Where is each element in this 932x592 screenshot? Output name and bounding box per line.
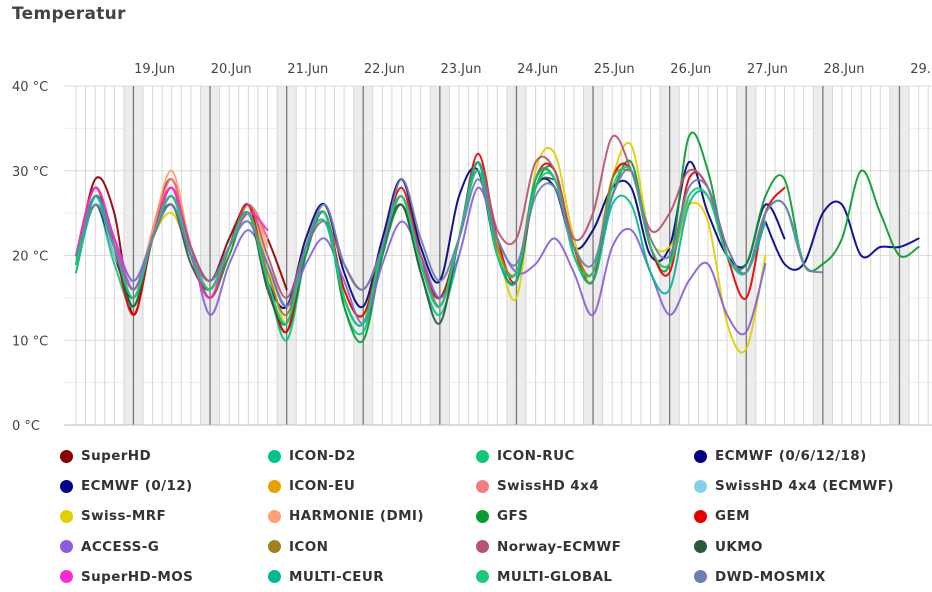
- legend-swatch: [476, 570, 489, 584]
- legend-swatch: [268, 479, 281, 493]
- temperature-chart: 0 °C 10 °C 20 °C 30 °C 40 °C 19.Jun 20.Jun 21.…: [12, 62, 932, 434]
- y-tick-label: 40 °C: [12, 80, 48, 95]
- legend-label: UKMO: [715, 538, 763, 555]
- legend-item-swisshd-4x4-ecmwf[interactable]: SwissHD 4x4 (ECMWF): [694, 471, 924, 501]
- legend-label: ACCESS-G: [81, 538, 160, 555]
- legend-swatch: [268, 449, 281, 463]
- y-axis-ticks: 0 °C 10 °C 20 °C 30 °C 40 °C: [12, 80, 48, 434]
- legend-label: MULTI-CEUR: [289, 568, 385, 585]
- chart-legend: SuperHD ICON-D2 ICON-RUC ECMWF (0/6/12/18) E…: [60, 441, 930, 592]
- legend-item-swiss-mrf[interactable]: Swiss-MRF: [60, 501, 268, 531]
- series-line-dwd-mosmix: [75, 168, 824, 308]
- legend-label: SwissHD 4x4 (ECMWF): [715, 478, 894, 495]
- legend-swatch: [476, 540, 489, 554]
- legend-label: GEM: [715, 508, 750, 525]
- legend-swatch: [694, 449, 707, 463]
- legend-swatch: [268, 570, 281, 584]
- series-line-multi-global: [75, 165, 805, 327]
- legend-label: MULTI-GLOBAL: [497, 568, 613, 585]
- x-tick-label: 19.Jun: [134, 62, 175, 77]
- legend-swatch: [60, 509, 73, 523]
- legend-item-dwd-mosmix[interactable]: DWD-MOSMIX: [694, 562, 924, 592]
- legend-item-icon-d2[interactable]: ICON-D2: [268, 441, 476, 471]
- legend-swatch: [476, 479, 489, 493]
- series-line-norway-ecmwf: [75, 134, 767, 308]
- legend-item-multi-global[interactable]: MULTI-GLOBAL: [476, 562, 694, 592]
- legend-item-ecmwf-0-6-12-18[interactable]: ECMWF (0/6/12/18): [694, 441, 924, 471]
- legend-label: GFS: [497, 508, 529, 525]
- legend-item-gfs[interactable]: GFS: [476, 501, 694, 531]
- legend-label: Norway-ECMWF: [497, 538, 622, 555]
- legend-item-access-g[interactable]: ACCESS-G: [60, 532, 268, 562]
- x-tick-label: 24.Jun: [517, 62, 558, 77]
- legend-label: Swiss-MRF: [81, 508, 167, 525]
- legend-item-icon-eu[interactable]: ICON-EU: [268, 471, 476, 501]
- legend-item-gem[interactable]: GEM: [694, 501, 924, 531]
- legend-label: ICON-EU: [289, 478, 356, 495]
- legend-swatch: [268, 509, 281, 523]
- x-tick-label: 29.: [910, 62, 931, 77]
- legend-swatch: [60, 449, 73, 463]
- series-lines: [75, 131, 920, 354]
- legend-swatch: [60, 570, 73, 584]
- legend-swatch: [476, 509, 489, 523]
- legend-label: SuperHD: [81, 448, 152, 465]
- legend-label: ECMWF (0/6/12/18): [715, 448, 867, 465]
- legend-label: ICON-D2: [289, 448, 356, 465]
- y-tick-label: 10 °C: [12, 334, 48, 349]
- x-tick-label: 27.Jun: [747, 62, 788, 77]
- x-tick-label: 23.Jun: [441, 62, 482, 77]
- legend-swatch: [694, 479, 707, 493]
- legend-label: ICON: [289, 538, 329, 555]
- y-tick-label: 0 °C: [12, 419, 40, 434]
- legend-label: ECMWF (0/12): [81, 478, 193, 495]
- chart-title: Temperatur: [12, 4, 126, 24]
- legend-item-superhd-mos[interactable]: SuperHD-MOS: [60, 562, 268, 592]
- legend-item-ukmo[interactable]: UKMO: [694, 532, 924, 562]
- legend-item-superhd[interactable]: SuperHD: [60, 441, 268, 471]
- legend-item-ecmwf-0-12[interactable]: ECMWF (0/12): [60, 471, 268, 501]
- legend-item-multi-ceur[interactable]: MULTI-CEUR: [268, 562, 476, 592]
- legend-swatch: [694, 509, 707, 523]
- legend-item-norway-ecmwf[interactable]: Norway-ECMWF: [476, 532, 694, 562]
- y-tick-label: 20 °C: [12, 250, 48, 265]
- legend-item-swisshd-4x4[interactable]: SwissHD 4x4: [476, 471, 694, 501]
- legend-label: DWD-MOSMIX: [715, 568, 826, 585]
- x-axis-ticks: 19.Jun 20.Jun 21.Jun 22.Jun 23.Jun 24.Jun 25.J…: [134, 62, 931, 77]
- x-tick-label: 22.Jun: [364, 62, 405, 77]
- legend-item-icon[interactable]: ICON: [268, 532, 476, 562]
- legend-label: SwissHD 4x4: [497, 478, 599, 495]
- x-tick-label: 25.Jun: [594, 62, 635, 77]
- legend-item-icon-ruc[interactable]: ICON-RUC: [476, 441, 694, 471]
- legend-label: HARMONIE (DMI): [289, 508, 424, 525]
- y-tick-label: 30 °C: [12, 165, 48, 180]
- legend-item-harmonie-dmi[interactable]: HARMONIE (DMI): [268, 501, 476, 531]
- x-tick-label: 21.Jun: [287, 62, 328, 77]
- x-tick-label: 20.Jun: [211, 62, 252, 77]
- legend-label: ICON-RUC: [497, 448, 575, 465]
- legend-label: SuperHD-MOS: [81, 568, 194, 585]
- legend-swatch: [476, 449, 489, 463]
- legend-swatch: [60, 540, 73, 554]
- x-tick-label: 28.Jun: [824, 62, 865, 77]
- legend-swatch: [694, 540, 707, 554]
- legend-swatch: [60, 479, 73, 493]
- legend-swatch: [694, 570, 707, 584]
- x-tick-label: 26.Jun: [670, 62, 711, 77]
- legend-swatch: [268, 540, 281, 554]
